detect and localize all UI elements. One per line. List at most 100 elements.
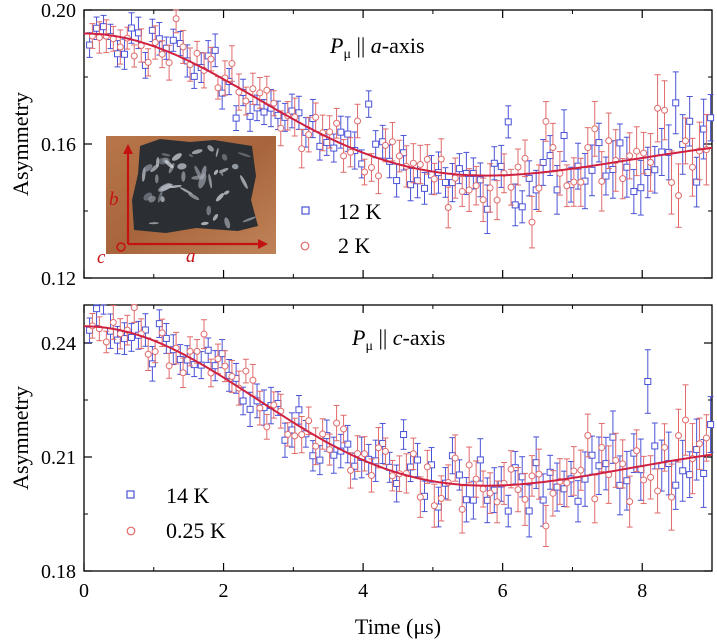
data-point: [393, 464, 401, 503]
marker-square: [309, 452, 317, 460]
data-point: [560, 109, 568, 162]
marker-circle: [458, 187, 466, 195]
marker-circle: [647, 473, 655, 481]
data-point: [263, 413, 271, 440]
data-point: [525, 160, 533, 197]
data-point: [679, 439, 687, 502]
x-tick-label: 2: [219, 580, 229, 602]
data-point: [354, 103, 362, 139]
marker-circle: [437, 155, 445, 163]
data-point: [609, 410, 617, 464]
marker-circle: [381, 447, 389, 455]
marker-circle: [535, 470, 543, 478]
marker-square: [595, 462, 603, 470]
marker-circle: [626, 152, 634, 160]
marker-circle: [151, 348, 159, 356]
marker-circle: [326, 128, 334, 136]
marker-circle: [612, 456, 620, 464]
marker-circle: [326, 446, 334, 454]
x-tick-label: 0: [79, 580, 89, 602]
crystal-glint: [161, 153, 171, 157]
data-point: [95, 21, 103, 54]
data-point: [511, 183, 519, 227]
marker-circle: [654, 487, 662, 495]
data-point: [430, 162, 438, 196]
marker-circle: [626, 498, 634, 506]
data-point: [651, 422, 659, 470]
data-point: [228, 359, 236, 393]
marker-circle: [570, 178, 578, 186]
marker-circle: [367, 163, 375, 171]
data-point: [298, 129, 306, 169]
marker-circle: [333, 419, 341, 427]
data-point: [556, 458, 564, 505]
data-point: [337, 433, 345, 469]
data-point: [109, 25, 117, 52]
marker-square: [672, 99, 680, 107]
marker-circle: [228, 372, 236, 380]
marker-circle: [214, 84, 222, 92]
crystal-glint: [154, 174, 159, 184]
data-point: [186, 336, 194, 367]
data-point: [116, 29, 124, 65]
crystal-glint: [215, 147, 219, 158]
marker-square: [525, 174, 533, 182]
data-point: [672, 460, 680, 510]
data-point: [500, 153, 508, 194]
marker-square: [232, 114, 240, 122]
marker-circle: [242, 367, 250, 375]
data-point: [374, 157, 382, 195]
marker-circle: [270, 99, 278, 107]
data-point: [330, 436, 338, 474]
legend-marker-14K: [126, 490, 135, 499]
marker-square: [686, 117, 694, 125]
crystal-glint: [158, 183, 172, 192]
data-point: [665, 431, 673, 496]
data-point: [588, 144, 596, 197]
data-point: [144, 337, 152, 371]
marker-circle: [256, 89, 264, 97]
data-point: [137, 28, 145, 63]
data-point: [361, 436, 369, 472]
crystal-glint: [169, 185, 182, 188]
data-point: [609, 140, 617, 199]
marker-square: [623, 477, 631, 485]
data-point: [393, 163, 401, 198]
marker-circle: [130, 52, 138, 60]
marker-square: [176, 355, 184, 363]
data-point: [476, 438, 484, 482]
data-point: [333, 107, 341, 139]
data-point: [472, 165, 480, 206]
marker-circle: [668, 179, 676, 187]
crystal-glint: [200, 221, 209, 226]
data-point: [295, 95, 303, 130]
data-point: [469, 480, 477, 520]
marker-circle: [668, 493, 676, 501]
marker-circle: [591, 125, 599, 133]
data-point: [344, 424, 352, 464]
data-point: [605, 445, 613, 504]
data-point: [295, 394, 303, 425]
y-tick-group-bottom: 0.18 0.21 0.24: [41, 305, 713, 583]
data-point: [298, 416, 306, 454]
data-point: [681, 117, 689, 165]
data-point: [483, 184, 491, 235]
marker-square: [483, 496, 491, 504]
data-point: [242, 358, 250, 384]
data-point: [490, 467, 498, 514]
data-point: [148, 18, 156, 42]
data-point: [598, 422, 606, 473]
inset-label-b: b: [109, 189, 119, 210]
inset-a-arrowhead: [258, 239, 268, 249]
marker-square: [504, 118, 512, 126]
crystal-glint: [242, 216, 257, 223]
plot-frame-bottom: [83, 304, 713, 572]
legend-top: 12 K 2 K: [300, 199, 382, 258]
data-point: [246, 391, 254, 427]
data-point: [584, 413, 592, 458]
data-point: [144, 48, 152, 77]
marker-square: [462, 496, 470, 504]
data-point: [591, 100, 599, 157]
marker-circle: [388, 472, 396, 480]
